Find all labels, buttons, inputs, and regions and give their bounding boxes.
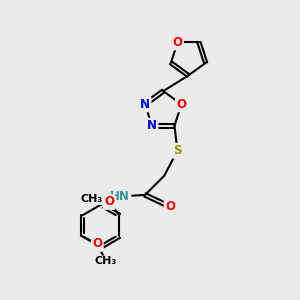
Text: CH₃: CH₃ — [80, 194, 102, 204]
Text: S: S — [173, 144, 182, 157]
Text: N: N — [140, 98, 150, 111]
Text: O: O — [92, 237, 102, 250]
Text: O: O — [172, 36, 182, 49]
Text: O: O — [165, 200, 175, 213]
Text: N: N — [147, 119, 157, 132]
Text: O: O — [176, 98, 187, 111]
Text: O: O — [104, 196, 114, 208]
Text: HN: HN — [110, 190, 130, 203]
Text: CH₃: CH₃ — [95, 256, 117, 266]
